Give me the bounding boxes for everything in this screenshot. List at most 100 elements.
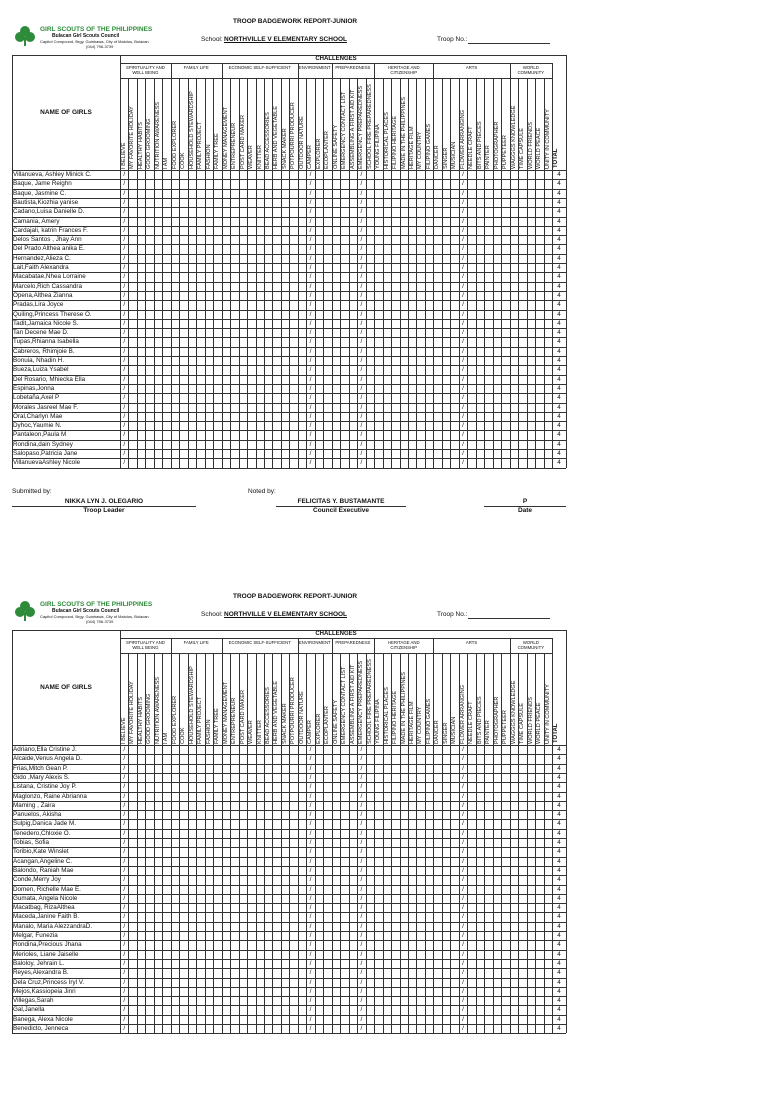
girl-name: VillanuevaAshley Nicole xyxy=(13,459,81,467)
badge-label: DANCER xyxy=(434,720,441,744)
badge-label: ECOPLANTER xyxy=(324,131,331,169)
check-mark: / xyxy=(123,857,126,865)
girl-name: Opena,Althea Zianna xyxy=(13,291,73,299)
grid-line xyxy=(12,290,566,292)
check-mark: / xyxy=(360,403,363,411)
check-mark: / xyxy=(360,319,363,327)
check-mark: / xyxy=(462,894,464,902)
check-mark: / xyxy=(123,450,126,457)
check-mark: / xyxy=(462,913,464,921)
grid-line xyxy=(120,630,121,1034)
badge-label: WAGGGS KNOWLEDGE xyxy=(510,680,517,744)
grid-line xyxy=(120,653,552,654)
badge-label: FILIPINO HERITAGE xyxy=(392,115,399,169)
girl-name: Manalo, Maria AlezzandraD. xyxy=(13,922,93,930)
name-header: NAME OF GIRLS xyxy=(40,684,92,691)
signature-line xyxy=(12,505,196,507)
check-mark: / xyxy=(360,941,363,949)
girl-name: Del Prado Althea anika E. xyxy=(13,245,85,253)
signatory-name: NIKKA LYN J. OLEGARIO xyxy=(64,497,144,505)
grid-line xyxy=(12,958,566,960)
check-mark: / xyxy=(360,301,363,309)
badge-label: WORLD PEACE xyxy=(536,702,543,744)
check-mark: / xyxy=(360,783,363,791)
grid-line xyxy=(543,653,545,1034)
badge-label: FASHION xyxy=(205,719,212,744)
grid-line xyxy=(12,402,566,404)
check-mark: / xyxy=(123,1015,126,1023)
row-total: 4 xyxy=(557,885,561,893)
check-mark: / xyxy=(123,347,126,355)
girl-name: Melgar, Funezia xyxy=(13,932,58,939)
check-mark: / xyxy=(123,839,126,846)
check-mark: / xyxy=(309,245,312,253)
check-mark: / xyxy=(360,885,363,893)
grid-line xyxy=(475,653,477,1034)
grid-line xyxy=(306,653,308,1034)
grid-line xyxy=(255,653,257,1034)
check-mark: / xyxy=(360,422,363,430)
check-mark: / xyxy=(360,310,363,318)
check-mark: / xyxy=(309,264,312,271)
badge-label: DANCER xyxy=(434,145,441,169)
check-mark: / xyxy=(123,319,126,327)
row-total: 4 xyxy=(557,987,561,995)
row-total: 4 xyxy=(557,755,561,763)
check-mark: / xyxy=(123,422,126,430)
row-total: 4 xyxy=(557,969,561,977)
row-total: 4 xyxy=(557,848,561,856)
check-mark: / xyxy=(309,338,312,346)
grid-line xyxy=(12,365,566,367)
row-total: 4 xyxy=(557,1006,561,1014)
check-mark: / xyxy=(360,959,363,967)
check-mark: / xyxy=(123,171,126,178)
grid-line xyxy=(12,903,566,905)
check-mark: / xyxy=(360,189,363,197)
girl-name: Gido ,Mary Alexis S. xyxy=(13,773,70,781)
grid-line xyxy=(408,653,409,1034)
check-mark: / xyxy=(462,904,464,912)
check-mark: / xyxy=(309,857,312,865)
check-mark: / xyxy=(123,180,126,188)
badge-label: CAMPER xyxy=(307,720,314,744)
girl-name: Villanueva, Ashley Minick C. xyxy=(13,171,92,178)
group-label: PREPAREDNESS xyxy=(335,65,371,70)
check-mark: / xyxy=(360,773,363,781)
check-mark: / xyxy=(360,273,363,281)
girl-name: Tenedero,Chloxie O. xyxy=(13,829,71,837)
row-total: 4 xyxy=(557,226,561,234)
check-mark: / xyxy=(123,969,126,977)
grid-line xyxy=(196,653,198,1034)
badge-label: EMERGENCY CONTACT LIST xyxy=(341,91,348,169)
check-mark: / xyxy=(309,941,312,949)
badge-label: ECOPLANTER xyxy=(324,706,331,744)
grid-line xyxy=(12,782,566,784)
badge-label: SCHOOL FIRE PREPAREDNESS xyxy=(366,659,373,744)
check-mark: / xyxy=(123,764,126,772)
grid-line xyxy=(12,1033,566,1035)
grid-line xyxy=(12,170,566,171)
row-total: 4 xyxy=(557,773,561,781)
badge-label: HERB AND VEGETABLE PRODUCER xyxy=(273,681,280,744)
grid-line xyxy=(12,300,566,302)
grid-line xyxy=(297,653,299,1034)
check-mark: / xyxy=(123,978,126,986)
badge-label: FAMILY PROJECT xyxy=(197,121,204,169)
grid-line xyxy=(12,921,566,923)
girl-name: Bautista,Kiozhia yanise xyxy=(13,198,79,206)
check-mark: / xyxy=(360,969,363,977)
check-mark: / xyxy=(123,950,126,958)
girl-name: Cadano,Luisa Danielle D. xyxy=(13,208,85,216)
name-header: NAME OF GIRLS xyxy=(40,109,92,116)
girl-name: Panuelos, Akisha xyxy=(13,811,62,819)
grid-line xyxy=(323,653,325,1034)
grid-line xyxy=(340,653,342,1034)
girl-name: Maming , Zaira xyxy=(13,801,55,809)
check-mark: / xyxy=(462,319,464,327)
check-mark: / xyxy=(462,857,464,865)
check-mark: / xyxy=(123,403,126,411)
grid-line xyxy=(12,197,566,199)
row-total: 4 xyxy=(557,941,561,949)
grid-line xyxy=(12,884,566,886)
check-mark: / xyxy=(309,1015,312,1023)
